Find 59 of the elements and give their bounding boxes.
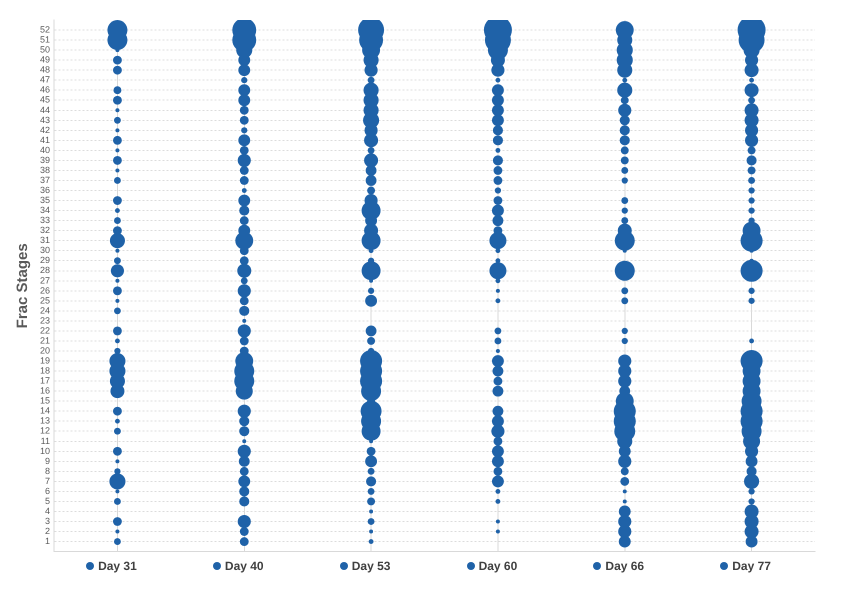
y-tick-label: 17 (40, 376, 50, 386)
x-tick-label: Day 31 (98, 559, 138, 574)
y-tick-label: 25 (40, 295, 50, 306)
y-tick-label: 29 (40, 255, 50, 266)
y-tick-label: 14 (40, 406, 50, 416)
y-tick-label: 2 (44, 526, 50, 536)
x-tick-label: Day 53 (352, 559, 391, 574)
y-tick-label: 12 (40, 426, 50, 436)
y-tick-label: 7 (44, 476, 50, 486)
y-tick-label: 43 (40, 114, 50, 125)
y-tick-label: 34 (40, 205, 50, 216)
y-tick-label: 1 (44, 536, 50, 546)
y-tick-label: 26 (40, 285, 50, 296)
y-tick-label: 46 (40, 84, 50, 95)
x-tick-label: Day 66 (605, 559, 644, 574)
y-tick-label: 20 (40, 345, 50, 356)
y-tick-label: 49 (40, 54, 50, 65)
y-tick-label: 52 (40, 24, 50, 35)
y-tick-label: 8 (44, 466, 50, 476)
y-tick-label: 44 (40, 104, 50, 115)
y-tick-label: 31 (40, 235, 50, 246)
y-tick-label: 5 (44, 496, 50, 506)
y-tick-label: 15 (40, 396, 50, 406)
y-tick-label: 42 (40, 124, 50, 135)
y-tick-label: 51 (40, 34, 50, 45)
y-tick-label: 48 (40, 64, 50, 75)
y-tick-label: 24 (40, 305, 50, 316)
y-axis-title: Frac Stages (14, 243, 32, 328)
y-tick-label: 4 (44, 506, 50, 516)
y-tick-label: 30 (40, 245, 50, 256)
y-tick-label: 36 (40, 185, 50, 195)
y-tick-label: 35 (40, 195, 50, 206)
y-tick-label: 45 (40, 94, 50, 105)
y-tick-label: 19 (40, 356, 50, 366)
y-tick-label: 16 (40, 386, 50, 396)
y-tick-label: 40 (40, 144, 50, 155)
y-tick-label: 21 (40, 335, 50, 346)
y-tick-label: 47 (40, 74, 50, 85)
y-tick-label: 13 (40, 416, 50, 426)
y-tick-label: 11 (40, 436, 50, 446)
y-tick-label: 3 (44, 516, 50, 526)
y-tick-label: 39 (40, 154, 50, 165)
y-tick-label: 6 (44, 486, 50, 496)
y-tick-label: 32 (40, 225, 50, 236)
y-tick-label: 22 (40, 325, 50, 336)
y-tick-label: 41 (40, 134, 50, 145)
y-tick-label: 50 (40, 44, 50, 55)
y-tick-label: 9 (44, 456, 50, 466)
x-tick-label: Day 40 (224, 559, 264, 574)
y-tick-label: 18 (40, 366, 50, 376)
x-tick-label: Day 77 (732, 559, 772, 574)
y-tick-label: 38 (40, 164, 50, 175)
y-tick-label: 27 (40, 275, 50, 286)
y-tick-label: 33 (40, 215, 50, 226)
y-tick-label: 23 (40, 315, 50, 326)
y-tick-label: 28 (40, 265, 50, 276)
x-tick-label: Day 60 (478, 559, 518, 574)
y-tick-label: 37 (40, 174, 50, 185)
y-tick-label: 10 (40, 446, 50, 456)
